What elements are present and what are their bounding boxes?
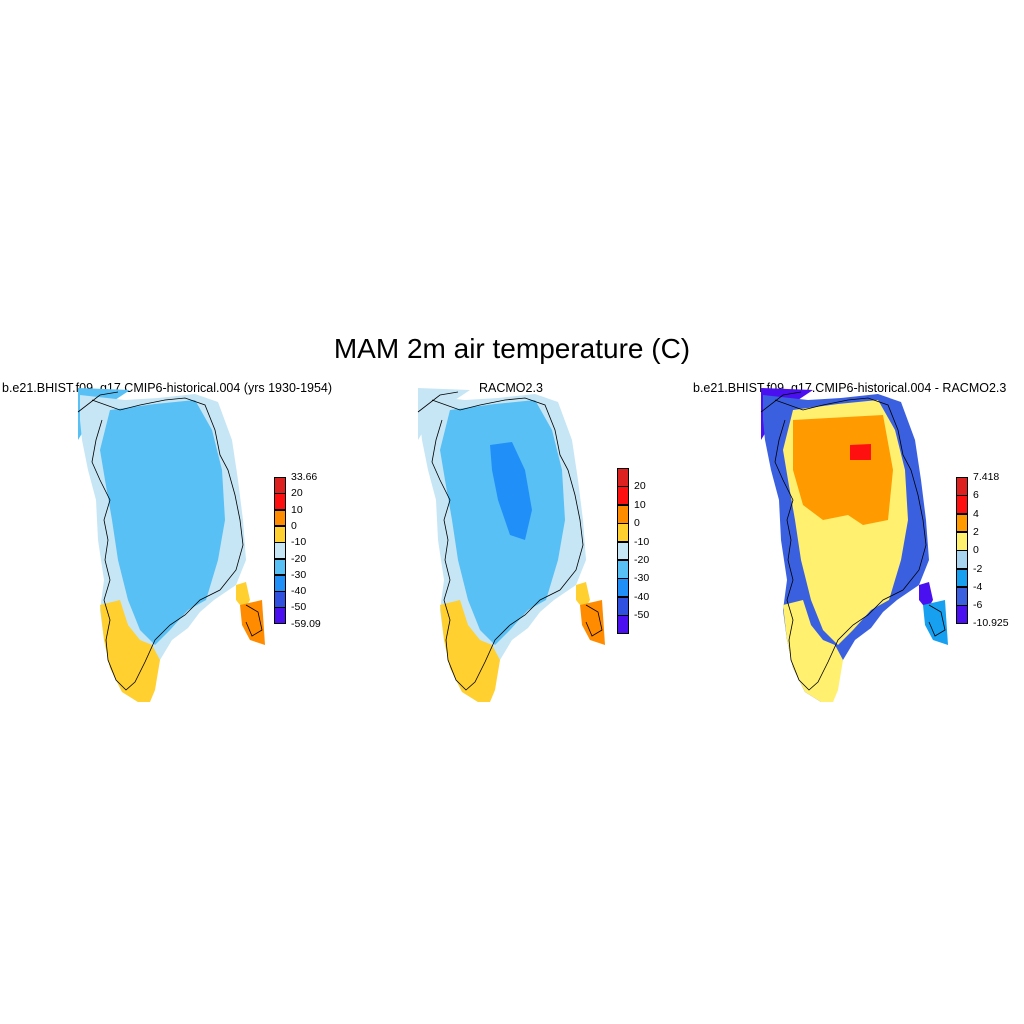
panel-title-racmo: RACMO2.3 xyxy=(479,381,543,395)
ice-sheet-core-inner xyxy=(850,444,871,460)
coastline xyxy=(431,397,584,691)
colorbar-label: -4 xyxy=(973,580,983,593)
figure-title: MAM 2m air temperature (C) xyxy=(333,333,691,364)
colorbar-swatch xyxy=(956,586,968,606)
colorbar-swatch xyxy=(956,477,968,496)
colorbar-swatch xyxy=(274,607,286,625)
coastline xyxy=(91,397,244,691)
coastline-north xyxy=(760,391,802,413)
iceland-fragment xyxy=(923,600,948,645)
colorbar-label: -40 xyxy=(291,585,307,598)
eastern-coast-cells xyxy=(919,582,933,610)
eastern-coast-cells xyxy=(236,582,250,610)
colorbar-label: -2 xyxy=(973,562,983,575)
colorbar-label: 4 xyxy=(973,507,979,520)
colorbar-label: 0 xyxy=(291,519,297,532)
colorbar-label: -20 xyxy=(291,552,307,565)
ice-sheet-core xyxy=(793,415,893,525)
colorbar-label: 33.66 xyxy=(291,471,318,483)
iceland-fragment xyxy=(580,600,605,645)
colorbar-label: 0 xyxy=(973,544,979,557)
coastline-north xyxy=(77,391,119,413)
colorbar-swatch xyxy=(956,531,968,551)
colorbar-swatch xyxy=(617,523,629,543)
colorbar-label: -20 xyxy=(634,554,650,566)
coastline xyxy=(774,397,927,691)
colorbar-label: 10 xyxy=(634,498,646,511)
colorbar-swatch xyxy=(956,495,968,515)
colorbar-label: -10 xyxy=(634,535,650,548)
colorbar-label: -50 xyxy=(291,601,307,614)
ice-sheet-interior xyxy=(440,400,565,645)
ice-sheet-interior xyxy=(100,400,225,645)
colorbar-label: 10 xyxy=(291,503,303,516)
colorbar-model: 33.66 20 10 0 -10 -20 -30 -40 -50 -59.09 xyxy=(274,471,321,630)
colorbar-swatch xyxy=(956,550,968,569)
colorbar-swatch xyxy=(956,568,968,588)
colorbar-label: -30 xyxy=(634,572,650,585)
iceland-fragment xyxy=(240,600,265,645)
colorbar-label: -50 xyxy=(634,609,650,622)
coastline-island xyxy=(585,604,603,637)
colorbar-swatch xyxy=(617,578,629,598)
coastline-island xyxy=(928,604,946,637)
colorbar-label: -40 xyxy=(634,590,650,603)
colorbar-label: 0 xyxy=(634,517,640,530)
colorbar-swatch xyxy=(617,615,629,635)
colorbar-swatch xyxy=(956,605,968,624)
colorbar-label: -10 xyxy=(291,536,307,549)
colorbar-label: -59.09 xyxy=(291,617,321,630)
colorbar-label: 7.418 xyxy=(973,471,1000,483)
colorbar-label: -30 xyxy=(291,568,307,581)
colorbar-swatch xyxy=(956,513,968,533)
ice-sheet-core xyxy=(490,442,532,540)
colorbar-difference: 7.418 6 4 2 0 -2 -4 -6 -10.925 xyxy=(956,471,1009,629)
colorbar-swatch xyxy=(274,542,286,559)
colorbar-label: 6 xyxy=(973,489,979,502)
colorbar-swatch xyxy=(617,486,629,506)
colorbar-swatch xyxy=(617,541,629,561)
eastern-coast-cells xyxy=(576,582,590,610)
coastline-north xyxy=(417,391,459,413)
colorbar-label: 20 xyxy=(634,480,646,493)
colorbar-label: -6 xyxy=(973,599,983,612)
colorbar-label: 2 xyxy=(973,525,979,538)
colorbar-racmo: 20 10 0 -10 -20 -30 -40 -50 xyxy=(617,468,649,635)
coastline-island xyxy=(245,604,263,637)
colorbar-label: 20 xyxy=(291,487,303,500)
colorbar-label: -10.925 xyxy=(973,617,1009,630)
